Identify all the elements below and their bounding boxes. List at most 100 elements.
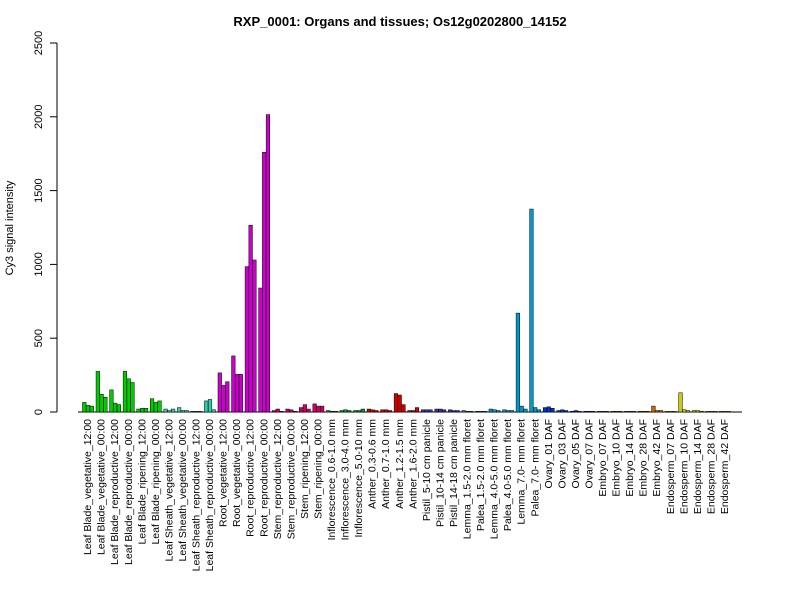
category-label: Anther_0.3-0.6 mm [367,419,379,509]
category-label: Endosperm_42 DAF [719,419,731,514]
category-label: Pistil_5-10 cm panicle [421,419,433,521]
bar [455,410,460,413]
bar [397,394,402,413]
bar [293,411,298,413]
bar [637,411,642,413]
y-tick-label: 0 [33,409,45,415]
bar [150,398,155,413]
y-tick-label: 500 [33,329,45,347]
bar [587,411,592,413]
bar [492,409,497,413]
bar [211,409,216,413]
chart-title: RXP_0001: Organs and tissues; Os12g02028… [233,14,566,29]
bar [550,408,555,413]
category-label: Ovary_03 DAF [556,419,568,488]
bar [380,409,385,413]
category-label: Leaf Blade_ripening_12:00 [136,419,148,545]
bar [577,411,582,413]
y-tick-label: 1500 [33,178,45,202]
bar [326,410,331,413]
bar [370,409,375,413]
y-tick-label: 2500 [33,31,45,55]
bar [692,410,697,413]
category-label: Endosperm_10 DAF [678,419,690,514]
bar [401,404,406,413]
category-label: Stem_ripening_00:00 [312,419,324,519]
bar [194,411,199,413]
bar [343,409,348,413]
bar [475,411,480,413]
bar [353,410,358,413]
bar [424,409,429,413]
category-label: Endosperm_14 DAF [692,419,704,514]
bar [384,409,389,413]
bar [614,411,619,413]
bar [347,410,352,413]
bar [262,151,267,413]
category-label: Root_reproductive_00:00 [258,419,270,537]
bar [705,411,710,413]
bar [252,259,257,413]
category-label: Leaf Blade_reproductive_00:00 [123,419,135,565]
category-label: Palea_1.5-2.0 mm floret [475,419,487,531]
category-label: Endosperm_07 DAF [665,419,677,514]
category-label: Palea_7.0- mm floret [529,419,541,517]
y-tick-label: 1000 [33,252,45,276]
bar [198,411,203,413]
bar [103,396,108,413]
bar [583,411,588,413]
bar [126,378,131,413]
category-label: Palea_4.0-5.0 mm floret [502,419,514,531]
category-label: Embryo_10 DAF [611,419,623,497]
bar [713,411,718,413]
bar [306,408,311,413]
bar [333,411,338,413]
category-label: Embryo_28 DAF [638,419,650,497]
bar [163,408,168,413]
bar [556,410,561,413]
bar [366,408,371,413]
bar [655,410,660,413]
category-label: Leaf Sheath_vegetative_12:00 [163,419,175,562]
bar [523,408,528,413]
bar [279,411,284,413]
bar [184,410,189,413]
bar [122,371,128,413]
bar [438,408,443,413]
bar [631,411,636,413]
bar [604,411,609,413]
bar [225,381,230,413]
bar [113,402,118,413]
bar [157,400,162,413]
bar [442,409,447,413]
bar [448,409,453,413]
bar [515,312,520,413]
bar [726,411,731,413]
bar [238,374,243,413]
bar [357,410,362,413]
category-label: Inflorescence_3.0-4.0 mm [340,419,352,541]
category-label: Leaf Blade_vegetative_12:00 [82,419,94,555]
bar [536,409,542,413]
bar [428,409,433,413]
category-label: Stem_reproductive_00:00 [285,419,297,539]
bar [668,411,673,413]
bar [560,409,565,413]
bar [542,407,548,413]
bar [217,372,222,413]
bar [678,392,683,413]
bar [573,410,578,413]
category-label: Root_vegetative_00:00 [231,419,243,527]
bar [685,410,691,413]
bar [285,408,290,413]
category-label: Anther_1.2-1.5 mm [394,419,406,509]
bar [564,410,569,413]
bar [672,411,677,413]
bar [374,410,379,413]
bar [86,405,91,413]
bar [469,411,474,413]
bar [496,410,501,413]
category-labels: Leaf Blade_vegetative_12:00 Leaf Blade_ve… [82,419,731,572]
bar [709,411,714,413]
category-label: Root_vegetative_12:00 [218,419,230,527]
